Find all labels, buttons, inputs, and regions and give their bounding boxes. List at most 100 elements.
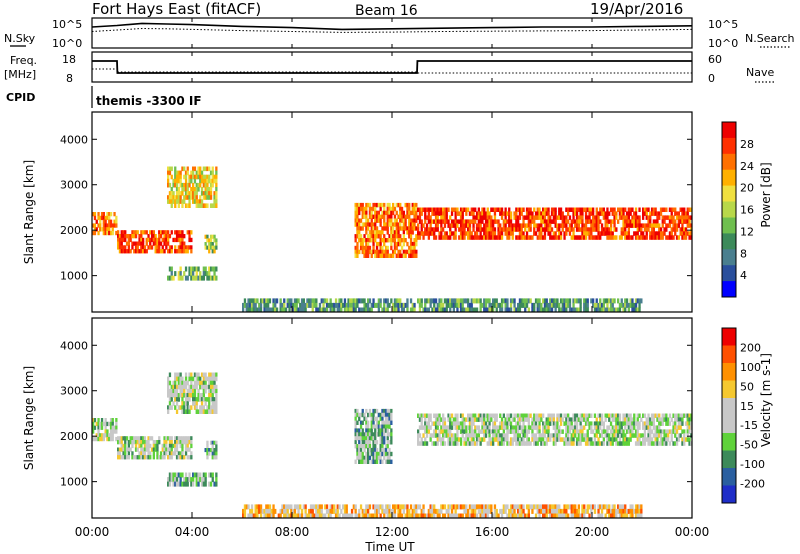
echo-cell — [188, 455, 191, 460]
echo-cell — [629, 413, 632, 418]
echo-cell — [208, 238, 211, 243]
echo-cell — [674, 207, 677, 212]
x-tick-label: 04:00 — [175, 525, 210, 539]
echo-cell — [624, 223, 627, 228]
echo-cell — [434, 429, 438, 434]
echo-cell — [647, 421, 650, 426]
echo-cell — [545, 504, 548, 510]
echo-cell — [567, 504, 570, 510]
echo-cell — [583, 437, 586, 442]
echo-cell — [192, 275, 195, 281]
echo-cell — [677, 425, 680, 430]
echo-cell — [399, 234, 402, 239]
echo-cell — [675, 211, 679, 216]
echo-cell — [368, 408, 372, 414]
echo-cell — [654, 437, 657, 442]
echo-cell — [358, 230, 361, 235]
echo-cell — [200, 178, 204, 184]
echo-cell — [454, 508, 457, 514]
echo-cell — [611, 298, 614, 304]
echo-cell — [418, 298, 422, 304]
echo-cell — [163, 249, 166, 254]
echo-cell — [481, 207, 484, 212]
echo-cell — [459, 227, 463, 232]
echo-cell — [200, 199, 204, 204]
echo-cell — [297, 508, 300, 514]
echo-cell — [158, 436, 161, 441]
echo-cell — [443, 207, 447, 212]
echo-cell — [599, 417, 602, 422]
echo-cell — [408, 253, 411, 258]
echo-cell — [545, 417, 548, 422]
echo-cell — [533, 231, 536, 236]
echo-cell — [492, 235, 495, 240]
echo-cell — [486, 508, 489, 514]
echo-cell — [631, 302, 634, 308]
echo-cell — [518, 207, 522, 212]
echo-cell — [647, 429, 650, 434]
echo-cell — [190, 477, 193, 483]
echo-cell — [486, 298, 489, 304]
echo-cell — [593, 219, 597, 224]
echo-cell — [558, 433, 561, 438]
echo-cell — [470, 513, 473, 519]
echo-cell — [184, 477, 188, 483]
echo-cell — [402, 504, 405, 510]
echo-cell — [586, 437, 589, 442]
echo-cell — [542, 421, 545, 426]
echo-cell — [183, 436, 186, 441]
echo-cell — [599, 298, 602, 304]
echo-cell — [543, 235, 547, 240]
echo-cell — [542, 298, 545, 304]
echo-cell — [190, 443, 193, 449]
echo-cell — [479, 437, 482, 442]
echo-cell — [168, 170, 172, 176]
echo-cell — [633, 215, 636, 220]
echo-cell — [674, 433, 677, 438]
echo-cell — [540, 433, 543, 438]
echo-cell — [383, 432, 386, 437]
echo-cell — [611, 425, 614, 430]
echo-cell — [661, 207, 664, 212]
echo-cell — [208, 275, 211, 281]
echo-cell — [318, 508, 322, 514]
echo-cell — [365, 307, 368, 313]
echo-cell — [493, 429, 497, 434]
echo-cell — [422, 508, 425, 514]
echo-cell — [638, 425, 641, 430]
echo-cell — [479, 417, 482, 422]
echo-cell — [533, 219, 536, 224]
echo-cell — [633, 231, 636, 236]
echo-cell — [659, 429, 663, 434]
echo-cell — [465, 417, 468, 422]
echo-cell — [634, 504, 638, 510]
echo-cell — [195, 191, 198, 196]
echo-cell — [467, 433, 470, 438]
echo-cell — [595, 425, 598, 430]
echo-cell — [625, 298, 629, 304]
echo-cell — [500, 437, 504, 442]
echo-cell — [399, 202, 402, 208]
echo-cell — [622, 508, 625, 514]
echo-cell — [536, 223, 539, 228]
echo-cell — [375, 226, 379, 231]
echo-cell — [461, 417, 464, 422]
echo-cell — [595, 211, 598, 216]
echo-cell — [167, 405, 170, 410]
echo-cell — [372, 432, 375, 437]
echo-cell — [543, 223, 547, 228]
echo-cell — [156, 241, 159, 246]
echo-cell — [395, 202, 398, 208]
echo-cell — [374, 432, 377, 437]
echo-cell — [452, 433, 455, 438]
echo-cell — [461, 307, 464, 313]
echo-cell — [113, 223, 116, 228]
echo-cell — [359, 307, 363, 313]
echo-cell — [386, 420, 389, 425]
echo-cell — [533, 227, 536, 232]
echo-cell — [472, 223, 475, 228]
echo-cell — [434, 413, 438, 418]
echo-cell — [449, 413, 452, 418]
echo-cell — [459, 429, 463, 434]
echo-cell — [443, 417, 447, 422]
